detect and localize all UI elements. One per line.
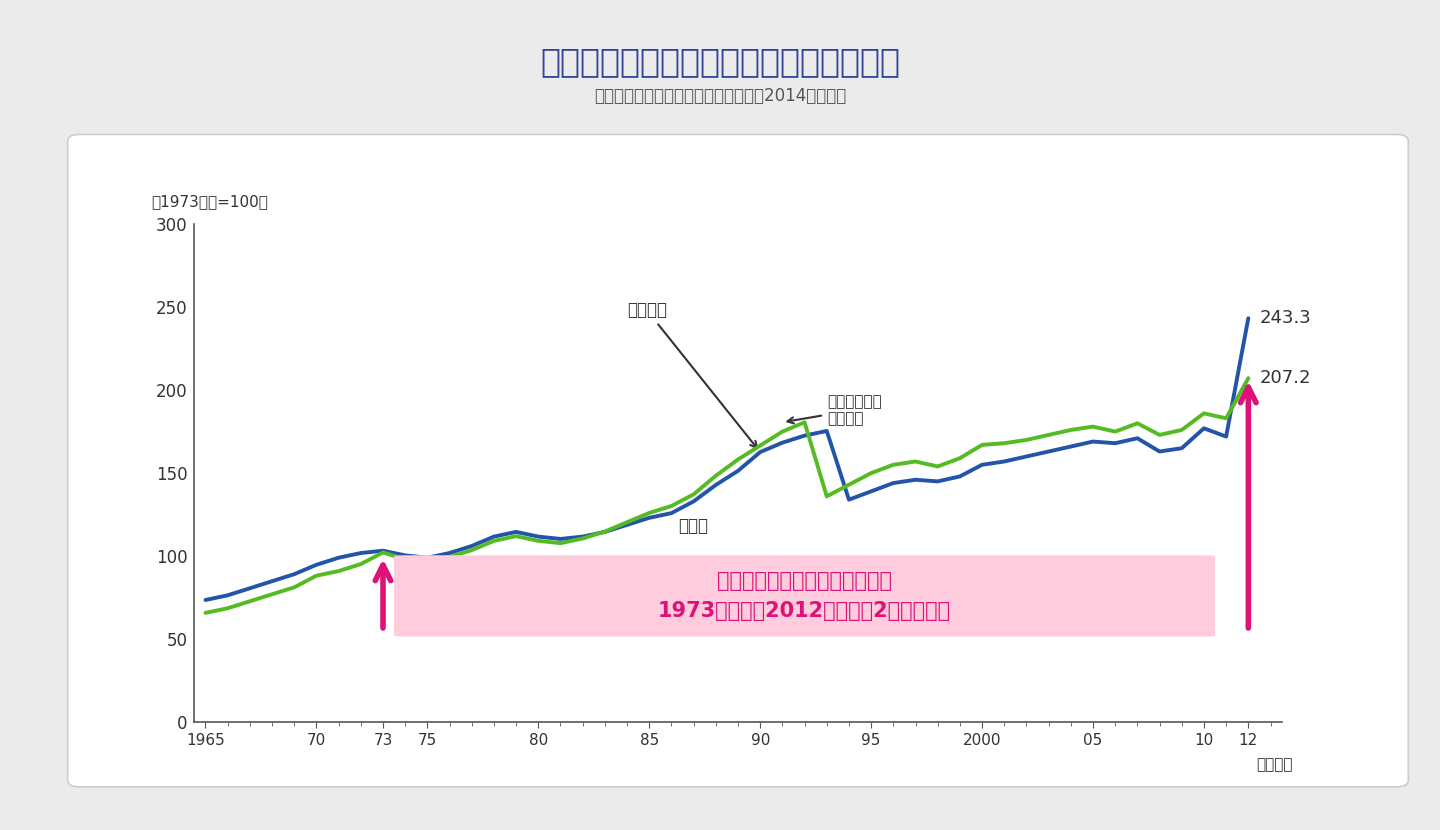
Text: 世帯数: 世帯数 (678, 517, 708, 535)
Text: 個人消費: 個人消費 (626, 301, 757, 448)
Text: 家庭部門のエネルギー消費量は
1973年と比べ2012年には約2倍以上に！: 家庭部門のエネルギー消費量は 1973年と比べ2012年には約2倍以上に！ (658, 571, 952, 621)
Text: 家庭部門におけるエネルギー消費の推移: 家庭部門におけるエネルギー消費の推移 (540, 46, 900, 79)
Text: 207.2: 207.2 (1260, 369, 1310, 387)
FancyBboxPatch shape (395, 555, 1215, 637)
Text: 243.3: 243.3 (1260, 310, 1312, 327)
Text: 家庭用エネル
ギー消費: 家庭用エネル ギー消費 (788, 393, 881, 427)
Text: （資源エネルギー庁「エネルギー白書2014」より）: （資源エネルギー庁「エネルギー白書2014」より） (593, 87, 847, 105)
Text: （1973年度=100）: （1973年度=100） (151, 194, 268, 209)
Text: （年度）: （年度） (1256, 757, 1293, 772)
